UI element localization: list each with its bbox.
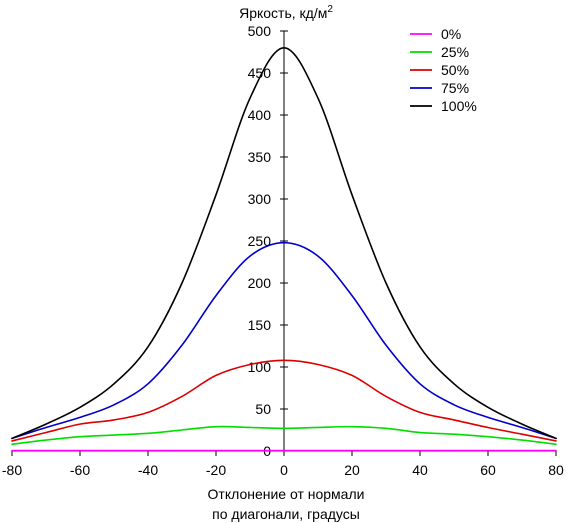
y-tick-label: 500 — [248, 23, 272, 39]
y-tick-label: 250 — [248, 233, 272, 249]
legend-label: 50% — [441, 62, 469, 78]
y-tick-label: 50 — [255, 401, 271, 417]
x-tick-label: 60 — [480, 462, 496, 478]
legend-label: 75% — [441, 80, 469, 96]
series-line-25pct — [11, 425, 557, 446]
x-tick-label: -60 — [70, 462, 90, 478]
x-tick-label: 40 — [412, 462, 428, 478]
y-tick-label: 350 — [248, 149, 272, 165]
series-line-50pct — [11, 359, 557, 442]
x-axis-title-line1: Отклонение от нормали — [208, 486, 365, 502]
x-tick-label: 20 — [344, 462, 360, 478]
series-layer — [11, 47, 557, 452]
series-line-100pct — [11, 47, 557, 440]
legend-label: 25% — [441, 44, 469, 60]
y-tick-label: 150 — [248, 317, 272, 333]
series-line-75pct — [11, 241, 557, 440]
legend-label: 100% — [441, 98, 477, 114]
legend-label: 0% — [441, 26, 461, 42]
legend: 0% 25% 50% 75% 100% — [410, 26, 477, 114]
axes: -80 -60 -40 -20 0 20 40 60 800501001502002503003… — [2, 23, 564, 478]
x-tick-label: -40 — [138, 462, 158, 478]
y-tick-label: 300 — [248, 191, 272, 207]
x-tick-label: -80 — [2, 462, 22, 478]
x-tick-label: -20 — [206, 462, 226, 478]
y-tick-label: 400 — [248, 107, 272, 123]
y-tick-label: 450 — [248, 65, 272, 81]
y-axis-title-superscript: 2 — [327, 4, 333, 15]
x-tick-label: 80 — [548, 462, 564, 478]
y-axis-title: Яркость, кд/м2 — [239, 4, 333, 21]
x-axis-title-line2: по диагонали, градусы — [212, 506, 360, 522]
y-tick-label: 200 — [248, 275, 272, 291]
x-tick-label: 0 — [280, 462, 288, 478]
